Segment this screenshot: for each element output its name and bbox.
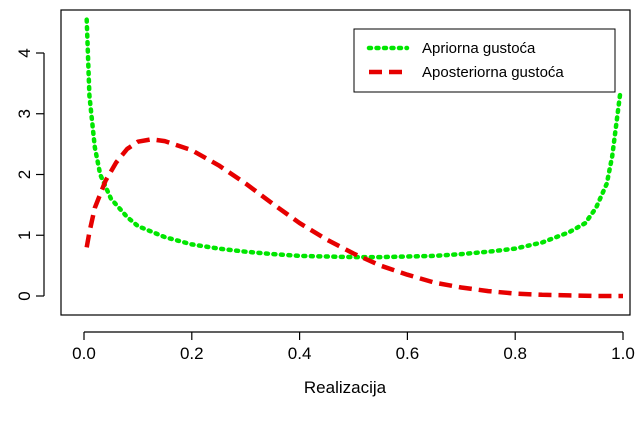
x-tick-label: 0.0 xyxy=(72,344,96,363)
y-tick-label: 2 xyxy=(15,170,34,179)
legend-box xyxy=(353,28,616,93)
series-layer xyxy=(84,17,623,299)
legend-label-1: Aposteriorna gustoća xyxy=(422,64,564,81)
series-line-1 xyxy=(84,137,623,299)
x-axis-title: Realizacija xyxy=(304,378,387,397)
x-axis: 0.0 0.2 0.4 0.6 0.8 1.0 xyxy=(72,331,635,363)
series-line-0 xyxy=(84,17,623,260)
y-tick-label: 0 xyxy=(15,291,34,300)
x-tick-label: 1.0 xyxy=(611,344,635,363)
y-tick-label: 4 xyxy=(15,48,34,57)
plot-frame xyxy=(60,9,631,316)
y-axis: 0 1 2 3 4 xyxy=(15,48,45,301)
y-tick-label: 1 xyxy=(15,231,34,240)
x-tick-label: 0.2 xyxy=(180,344,204,363)
x-tick-label: 0.6 xyxy=(396,344,420,363)
x-tick-label: 0.8 xyxy=(503,344,527,363)
legend-label-0: Apriorna gustoća xyxy=(422,40,536,57)
x-tick-label: 0.4 xyxy=(288,344,312,363)
y-tick-label: 3 xyxy=(15,109,34,118)
legend: Apriorna gustoća Aposteriorna gustoća xyxy=(353,28,616,93)
